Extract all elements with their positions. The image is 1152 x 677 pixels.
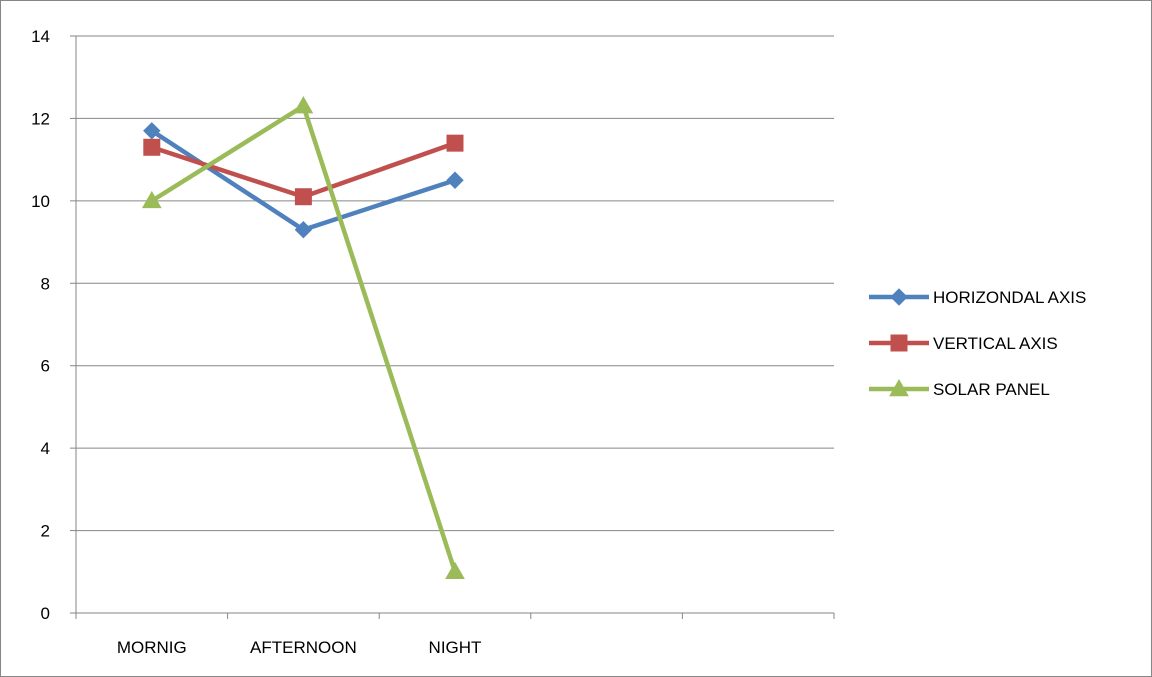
- legend-marker: [890, 334, 908, 352]
- x-category-label: NIGHT: [429, 638, 482, 657]
- x-category-label: MORNIG: [117, 638, 187, 657]
- data-point: [445, 561, 465, 580]
- series-line: [150, 128, 456, 232]
- series-line: [150, 103, 458, 573]
- y-tick-label: 8: [41, 274, 50, 293]
- y-tick-label: 10: [31, 192, 50, 211]
- legend-item: HORIZONDAL AXIS: [869, 288, 1086, 307]
- data-point: [446, 134, 464, 152]
- legend-item: VERTICAL AXIS: [869, 334, 1058, 353]
- gridlines: [76, 35, 834, 532]
- y-axis-tick-labels: 0 2 4 6 8 10 12 14: [31, 27, 50, 623]
- y-tick-label: 0: [41, 604, 50, 623]
- series-solar-panel: [141, 96, 465, 580]
- y-tick-label: 4: [41, 439, 50, 458]
- x-axis-category-labels: MORNIG AFTERNOON NIGHT: [117, 638, 482, 657]
- axes: [70, 35, 835, 619]
- legend-marker: [889, 378, 909, 397]
- series-lines: [141, 96, 465, 580]
- legend: HORIZONDAL AXIS VERTICAL AXIS SOLAR PANEL: [869, 288, 1086, 399]
- legend-label: VERTICAL AXIS: [933, 334, 1058, 353]
- y-tick-label: 2: [41, 522, 50, 541]
- data-point: [141, 190, 162, 209]
- y-tick-label: 6: [41, 357, 50, 376]
- y-tick-label: 12: [31, 109, 50, 128]
- series-vertical-axis: [143, 134, 464, 206]
- data-point: [294, 188, 312, 206]
- y-tick-label: 14: [31, 27, 50, 46]
- legend-label: HORIZONDAL AXIS: [933, 288, 1086, 307]
- x-category-label: AFTERNOON: [250, 638, 357, 657]
- data-point: [143, 138, 161, 156]
- series-horizondal-axis: [143, 122, 464, 239]
- data-point: [294, 221, 313, 239]
- data-point: [293, 96, 314, 114]
- legend-marker: [890, 288, 908, 306]
- legend-label: SOLAR PANEL: [933, 380, 1050, 399]
- data-point: [446, 171, 464, 189]
- legend-item: SOLAR PANEL: [869, 378, 1050, 399]
